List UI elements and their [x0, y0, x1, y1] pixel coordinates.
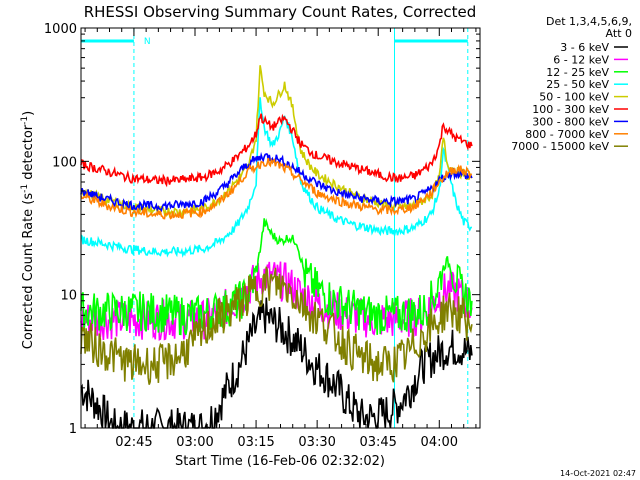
y-axis-label-part: ): [21, 111, 36, 116]
x-tick-label: 03:45: [359, 435, 396, 450]
footer-timestamp: 14-Oct-2021 02:47: [560, 469, 636, 478]
y-axis-label-part: detector: [21, 124, 36, 184]
legend-header: Att 0: [606, 27, 632, 40]
series-line: [80, 151, 473, 213]
plot-area: N 1 10 100 1000 02:45 03:00 03:15 03:30 03:45 04:0…: [44, 22, 481, 450]
night-label: N: [144, 37, 151, 47]
legend-entry-label: 3 - 6 keV: [560, 41, 609, 54]
x-tick-label: 04:00: [421, 435, 458, 450]
y-axis-label-sup: -1: [20, 184, 30, 193]
y-tick-label: 1: [69, 422, 77, 437]
series-line: [80, 218, 473, 336]
x-tick-label: 03:30: [298, 435, 335, 450]
series-line: [80, 65, 473, 219]
y-axis-label-part: Corrected Count Rate (s: [21, 193, 36, 350]
x-tick-label: 02:45: [115, 435, 152, 450]
legend-entry-label: 12 - 25 keV: [546, 66, 609, 79]
y-tick-label: 1000: [44, 22, 77, 37]
series-line: [80, 266, 473, 385]
series-line: [80, 113, 473, 188]
x-tick-label: 03:15: [237, 435, 274, 450]
y-tick-label: 100: [52, 155, 77, 170]
series-line: [80, 97, 473, 258]
chart-title: RHESSI Observing Summary Count Rates, Co…: [84, 3, 477, 21]
x-axis-label: Start Time (16-Feb-06 02:32:02): [175, 454, 385, 469]
legend-entry-label: 25 - 50 keV: [546, 78, 609, 91]
x-tick-label: 03:00: [176, 435, 213, 450]
y-axis-label: Corrected Count Rate (s-1 detector-1): [20, 111, 36, 349]
legend-entry-label: 100 - 300 keV: [532, 103, 609, 116]
legend-entry-label: 800 - 7000 keV: [525, 128, 609, 141]
legend-entry-label: 6 - 12 keV: [553, 53, 609, 66]
series-line: [80, 157, 472, 220]
y-axis-label-sup: -1: [20, 116, 30, 125]
legend-entry-label: 300 - 800 keV: [532, 115, 609, 128]
legend-entry-label: 50 - 100 keV: [539, 91, 609, 104]
y-tick-label: 10: [60, 289, 77, 304]
legend-header: Det 1,3,4,5,6,9,: [546, 15, 632, 28]
legend-entry-label: 7000 - 15000 keV: [511, 140, 609, 153]
